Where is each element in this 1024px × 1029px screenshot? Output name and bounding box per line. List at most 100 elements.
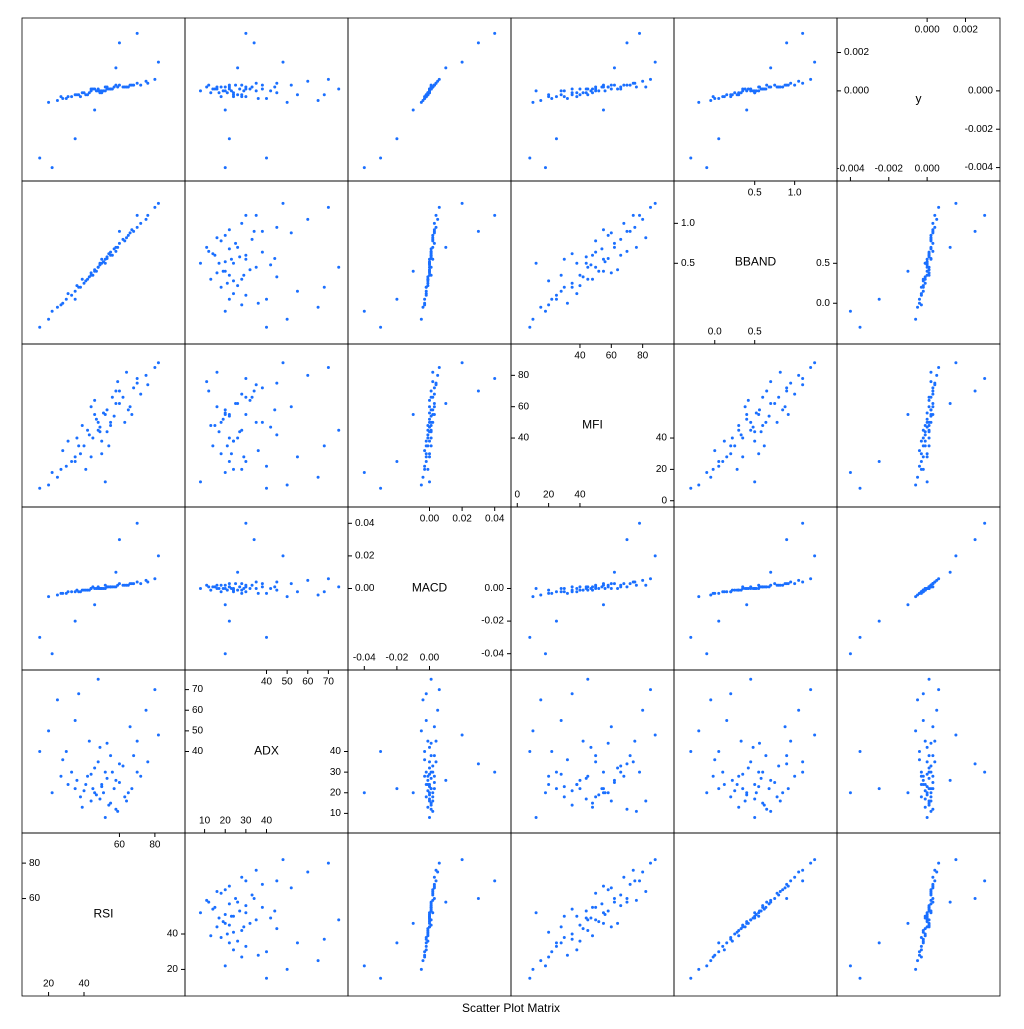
point [59,774,63,778]
point [609,271,613,275]
point [436,217,440,221]
point [153,77,157,81]
point [769,380,773,384]
point [547,591,551,595]
point [98,91,102,95]
point [741,772,745,776]
point [231,930,235,934]
point [114,807,118,811]
tick-label: 0.00 [485,583,505,594]
point [227,460,231,464]
point [103,480,107,484]
point [231,590,235,594]
point [105,408,109,412]
point [424,452,428,456]
point [793,83,797,87]
point [423,449,427,453]
point [125,85,129,89]
point [215,889,219,893]
point [743,587,747,590]
point [927,420,931,424]
point [240,467,244,471]
point [225,91,229,95]
point [227,941,231,945]
tick-label: 50 [192,726,204,737]
point [554,95,558,99]
point [285,100,289,104]
point [73,719,77,723]
point [426,805,430,809]
tick-label: 0.04 [355,518,375,529]
chart-title: Scatter Plot Matrix [462,1001,560,1015]
point [948,900,952,904]
point [98,430,102,434]
point [597,587,601,590]
point [289,405,293,409]
point [565,953,569,957]
point [75,436,79,440]
point [128,405,132,409]
point [697,483,701,487]
point [554,941,558,945]
point [638,213,642,217]
point [242,925,246,929]
tick-label: 40 [518,433,530,444]
point [223,921,227,925]
point [205,898,209,902]
point [426,467,430,471]
point [244,87,248,91]
point [254,420,258,424]
point [746,766,750,770]
point [426,774,430,778]
point [139,774,143,778]
point [534,587,538,590]
point [223,269,227,273]
point [570,285,574,289]
point [424,285,428,289]
point [925,257,929,261]
point [927,921,931,925]
point [236,900,240,904]
variable-name: BBAND [735,255,777,269]
point [265,486,268,490]
tick-label: 30 [330,767,342,778]
point [242,273,246,277]
point [96,420,100,424]
point [921,778,925,782]
point [606,85,610,89]
tick-label: 0.000 [915,25,940,36]
point [789,81,793,85]
point [781,85,785,89]
variable-name: ADX [254,744,279,758]
point [234,582,238,586]
panel-frame [21,17,186,182]
point [295,590,299,594]
point [550,950,554,954]
point [737,588,741,592]
point [89,273,93,277]
point [761,770,765,774]
point [914,595,918,599]
panel-frame [836,506,1001,671]
panel-frame [184,506,349,671]
point [146,580,150,584]
point [269,916,273,920]
point [735,783,739,787]
point [925,816,929,820]
point [746,398,750,402]
point [213,585,217,589]
point [322,590,326,594]
point [919,292,923,296]
point [306,79,310,83]
point [326,577,330,581]
point [749,760,753,764]
point [50,309,54,313]
point [729,444,733,448]
point [153,366,157,370]
point [265,97,268,101]
point [260,905,264,909]
point [248,921,252,925]
point [638,770,642,774]
tick-label: 10 [199,816,211,827]
